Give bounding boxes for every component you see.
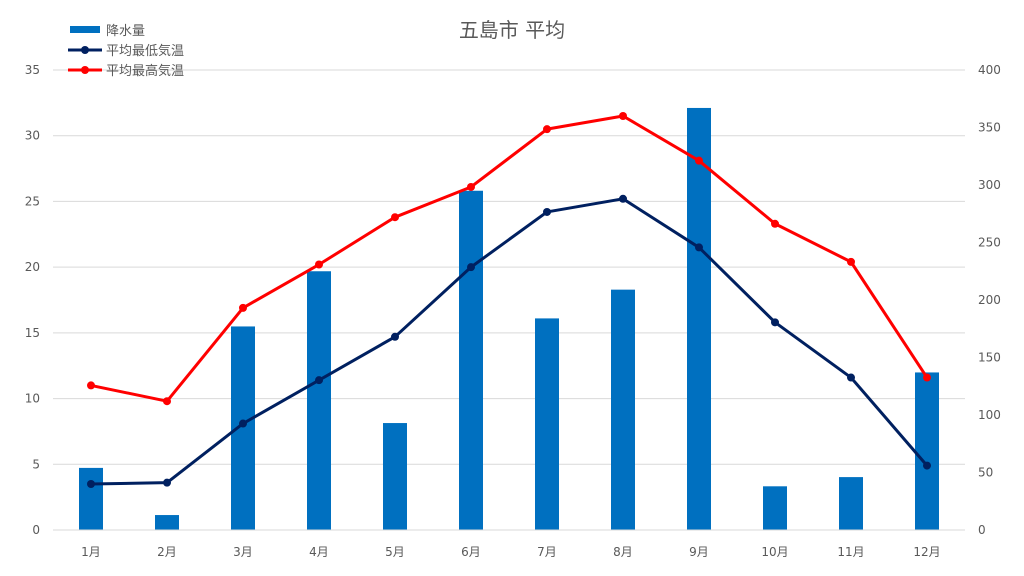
data-point xyxy=(467,263,475,272)
data-point xyxy=(391,332,399,341)
data-point xyxy=(239,303,247,312)
right-axis-tick-label: 0 xyxy=(978,523,986,537)
bar xyxy=(763,486,787,530)
data-point xyxy=(87,480,95,488)
x-axis-tick-label: 10月 xyxy=(761,545,788,559)
data-point xyxy=(923,461,931,470)
left-axis-tick-label: 10 xyxy=(25,392,40,406)
right-axis-tick-label: 100 xyxy=(978,408,1001,422)
data-point xyxy=(239,419,247,428)
bar xyxy=(79,467,103,530)
x-axis-tick-label: 1月 xyxy=(81,545,101,559)
bar xyxy=(611,289,635,530)
right-y-axis: 0 50 100 150 200 250 300 350 400 xyxy=(978,63,1001,537)
chart-title: 五島市 平均 xyxy=(459,18,565,42)
data-point xyxy=(619,194,627,203)
x-axis-tick-label: 6月 xyxy=(461,545,481,559)
data-point xyxy=(315,376,323,385)
data-point xyxy=(163,397,171,406)
data-point xyxy=(923,373,931,382)
bar xyxy=(307,271,331,530)
data-point xyxy=(467,182,475,191)
x-axis-tick-label: 11月 xyxy=(837,545,864,559)
x-axis-tick-label: 5月 xyxy=(385,545,405,559)
data-point xyxy=(543,207,551,216)
left-axis-tick-label: 5 xyxy=(32,457,40,471)
line-series xyxy=(90,114,929,403)
x-axis-tick-label: 3月 xyxy=(233,545,253,559)
legend-label: 平均最高気温 xyxy=(106,63,184,79)
left-axis-tick-label: 30 xyxy=(25,129,40,143)
right-axis-tick-label: 300 xyxy=(978,178,1001,192)
x-axis-tick-label: 4月 xyxy=(309,545,329,559)
x-axis: 1月 2月 3月 4月 5月 6月 7月 8月 9月 10月 11月 12月 xyxy=(53,529,965,559)
x-axis-tick-label: 8月 xyxy=(613,545,633,559)
x-axis-tick-label: 7月 xyxy=(537,545,557,559)
right-axis-tick-label: 150 xyxy=(978,351,1001,365)
data-point xyxy=(391,213,399,222)
legend-bar-swatch-icon xyxy=(70,26,100,33)
data-point xyxy=(847,257,855,266)
bar xyxy=(687,107,711,530)
bar xyxy=(915,372,939,530)
bar xyxy=(459,190,483,530)
data-point xyxy=(771,318,779,327)
right-axis-tick-label: 250 xyxy=(978,236,1001,250)
x-axis-tick-label: 2月 xyxy=(157,545,177,559)
line-series xyxy=(90,197,929,486)
bar xyxy=(155,515,179,530)
data-point xyxy=(619,112,627,120)
legend-label: 平均最低気温 xyxy=(106,43,184,59)
legend-marker-icon xyxy=(81,46,89,54)
bar xyxy=(383,423,407,530)
left-axis-tick-label: 25 xyxy=(25,194,40,208)
data-point xyxy=(315,260,323,269)
data-point xyxy=(543,125,551,134)
x-axis-tick-label: 12月 xyxy=(913,545,940,559)
data-point xyxy=(87,381,95,390)
left-axis-tick-label: 35 xyxy=(25,63,40,77)
left-axis-tick-label: 15 xyxy=(25,326,40,340)
bar xyxy=(839,477,863,530)
temperature-lines xyxy=(87,112,931,488)
gridlines xyxy=(53,69,965,531)
right-axis-tick-label: 50 xyxy=(978,466,993,480)
x-axis-tick-label: 9月 xyxy=(689,545,709,559)
right-axis-tick-label: 350 xyxy=(978,121,1001,135)
right-axis-tick-label: 400 xyxy=(978,63,1001,77)
left-y-axis: 0 5 10 15 20 25 30 35 xyxy=(25,63,40,537)
data-point xyxy=(163,478,171,487)
legend-marker-icon xyxy=(81,66,89,74)
left-axis-tick-label: 0 xyxy=(32,523,40,537)
precipitation-bars xyxy=(79,107,939,530)
data-point xyxy=(695,156,703,165)
data-point xyxy=(695,243,703,252)
left-axis-tick-label: 20 xyxy=(25,260,40,274)
data-point xyxy=(847,373,855,382)
data-point xyxy=(771,219,779,228)
legend-label: 降水量 xyxy=(106,24,145,39)
right-axis-tick-label: 200 xyxy=(978,293,1001,307)
bar xyxy=(535,318,559,530)
